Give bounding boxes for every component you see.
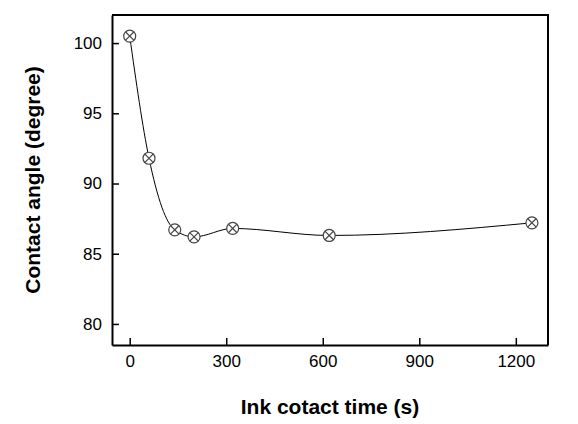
tick-label: 95 [83, 104, 102, 123]
marker [124, 30, 136, 42]
tick: 100 [74, 34, 119, 53]
tick-label: 600 [309, 352, 337, 371]
marker [526, 217, 538, 229]
y-axis: 80 85 90 95 100 [74, 16, 119, 346]
frame [112, 15, 548, 345]
tick-mark [516, 338, 518, 345]
tick: 900 [406, 338, 434, 371]
marker-cross [170, 226, 179, 235]
tick-mark [129, 338, 131, 345]
tick: 80 [83, 315, 119, 334]
data [124, 30, 538, 243]
tick-label: 100 [74, 34, 102, 53]
tick: 300 [213, 338, 241, 371]
marker-cross [528, 219, 537, 228]
marker-circle [143, 152, 155, 164]
marker [169, 224, 181, 236]
tick-label: 1200 [497, 352, 535, 371]
tick-mark [112, 43, 119, 45]
marker-cross [125, 32, 134, 41]
marker-cross [228, 224, 237, 233]
marker [188, 231, 200, 243]
tick-label: 900 [406, 352, 434, 371]
tick: 90 [83, 174, 119, 193]
tick-mark [112, 183, 119, 185]
x-axis-title: Ink cotact time (s) [241, 395, 420, 418]
marker [323, 229, 335, 241]
marker-circle [227, 222, 239, 234]
tick-label: 300 [213, 352, 241, 371]
marker-circle [188, 231, 200, 243]
tick-mark [323, 338, 325, 345]
x-axis: 0 300 600 900 1200 [113, 338, 549, 371]
chart: 0 300 600 900 1200 80 85 90 95 100 Ink cotact time… [0, 0, 578, 424]
marker-circle [526, 217, 538, 229]
marker-cross [325, 231, 334, 240]
marker-circle [323, 229, 335, 241]
tick-mark [419, 338, 421, 345]
tick-label: 85 [83, 245, 102, 264]
tick-mark [112, 253, 119, 255]
marker-circle [124, 30, 136, 42]
marker [143, 152, 155, 164]
axis-line [113, 345, 549, 347]
tick: 85 [83, 245, 119, 264]
tick-mark [112, 324, 119, 326]
tick: 95 [83, 104, 119, 123]
line [130, 36, 532, 237]
tick-label: 90 [83, 174, 102, 193]
tick: 0 [125, 338, 134, 371]
plot: 0 300 600 900 1200 80 85 90 95 100 [74, 15, 549, 371]
marker-cross [145, 154, 154, 163]
tick-label: 0 [125, 352, 134, 371]
axis-line [112, 16, 114, 346]
y-axis-title: Contact angle (degree) [21, 66, 44, 294]
tick: 600 [309, 338, 337, 371]
marker [227, 222, 239, 234]
tick-label: 80 [83, 315, 102, 334]
marker-circle [169, 224, 181, 236]
marker-cross [190, 233, 199, 242]
tick-mark [226, 338, 228, 345]
tick: 1200 [497, 338, 535, 371]
tick-mark [112, 113, 119, 115]
